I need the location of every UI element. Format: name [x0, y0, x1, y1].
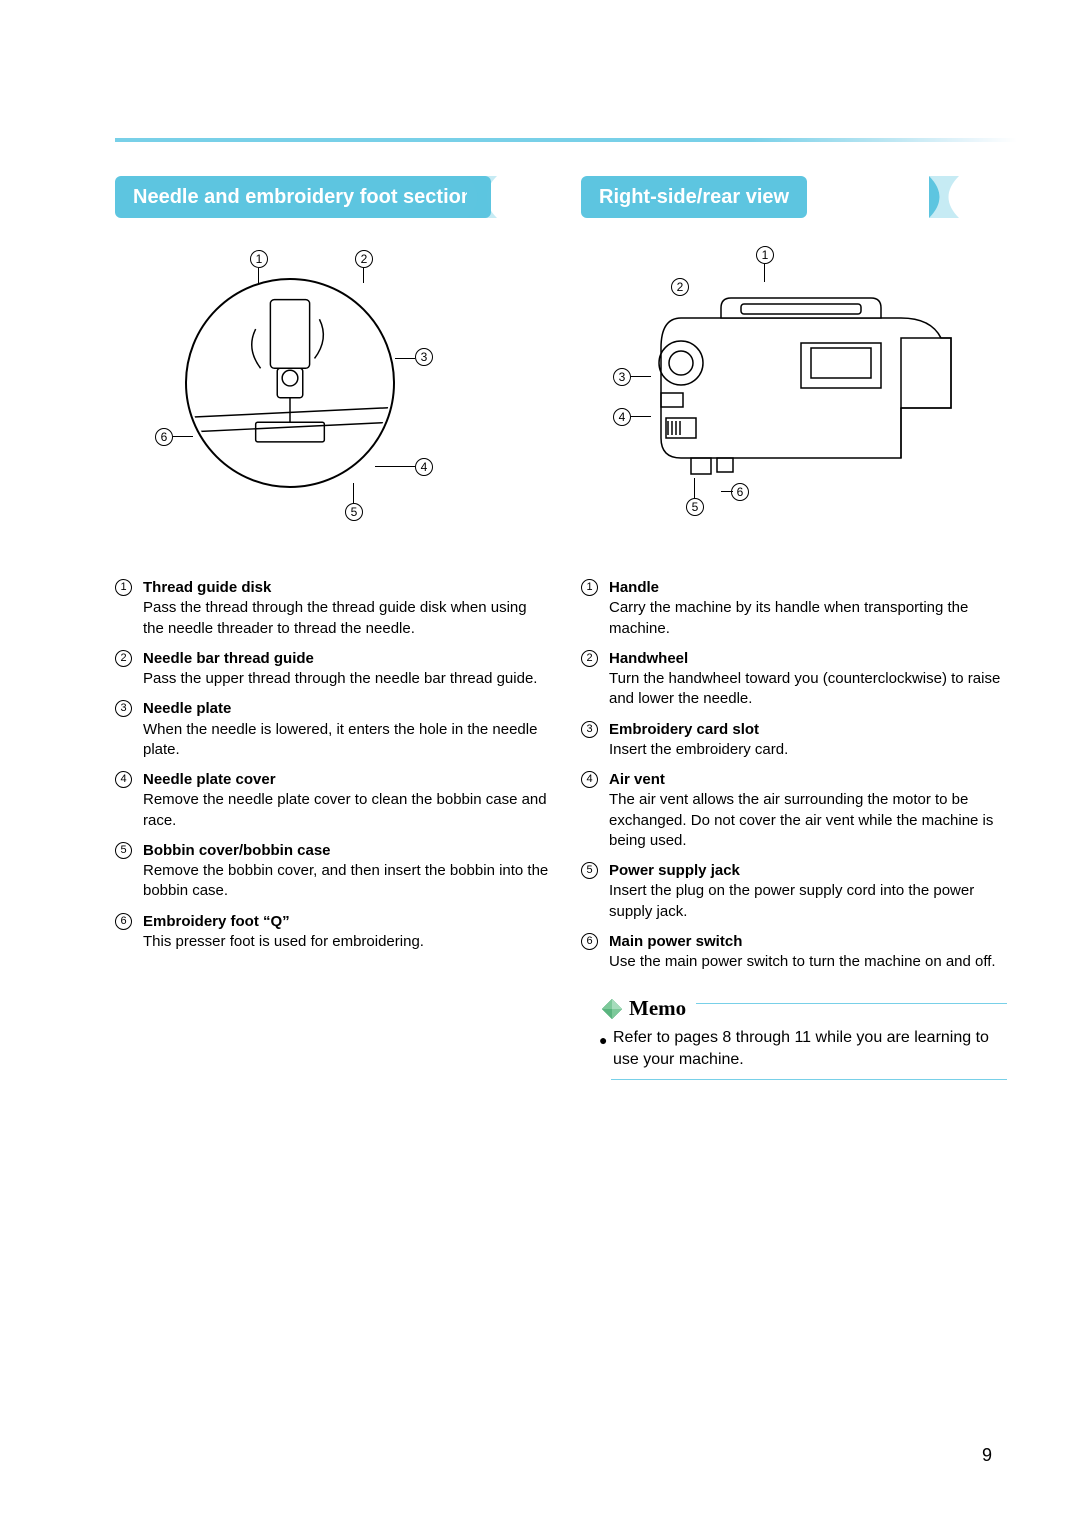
item-title: Handwheel: [609, 650, 688, 667]
callout-marker: 4: [415, 458, 433, 476]
item-number: 2: [581, 650, 598, 667]
list-item: 4 Needle plate cover Remove the needle p…: [115, 770, 551, 831]
item-desc: This presser foot is used for embroideri…: [143, 932, 551, 952]
right-list: 1 Handle Carry the machine by its handle…: [581, 578, 1017, 972]
item-number: 1: [115, 579, 132, 596]
item-title: Handle: [609, 579, 659, 596]
item-title: Needle bar thread guide: [143, 650, 314, 667]
item-desc: Remove the needle plate cover to clean t…: [143, 790, 551, 831]
machine-diagram: [641, 278, 961, 498]
memo-box: Memo ● Refer to pages 8 through 11 while…: [581, 992, 1017, 1080]
left-column: Needle and embroidery foot section 1 2 3…: [115, 176, 551, 1468]
list-item: 1 Handle Carry the machine by its handle…: [581, 578, 1017, 639]
callout-marker: 5: [345, 503, 363, 521]
item-title: Bobbin cover/bobbin case: [143, 842, 331, 859]
memo-body: Refer to pages 8 through 11 while you ar…: [613, 1029, 989, 1068]
item-desc: Pass the upper thread through the needle…: [143, 669, 551, 689]
item-title: Power supply jack: [609, 862, 740, 879]
page-number: 9: [982, 1445, 992, 1466]
item-number: 4: [115, 771, 132, 788]
item-desc: Pass the thread through the thread guide…: [143, 598, 551, 639]
item-number: 2: [115, 650, 132, 667]
figure-rear-view: 1 2 3 4 5 6: [581, 248, 1017, 548]
callout-marker: 5: [686, 498, 704, 516]
list-item: 5 Bobbin cover/bobbin case Remove the bo…: [115, 841, 551, 902]
item-title: Air vent: [609, 771, 665, 788]
item-title: Main power switch: [609, 933, 742, 950]
list-item: 2 Handwheel Turn the handwheel toward yo…: [581, 649, 1017, 710]
list-item: 3 Embroidery card slot Insert the embroi…: [581, 720, 1017, 761]
list-item: 6 Embroidery foot “Q” This presser foot …: [115, 912, 551, 953]
memo-border-top: [696, 1003, 1007, 1004]
list-item: 5 Power supply jack Insert the plug on t…: [581, 861, 1017, 922]
item-desc: Remove the bobbin cover, and then insert…: [143, 861, 551, 902]
list-item: 2 Needle bar thread guide Pass the upper…: [115, 649, 551, 690]
item-number: 3: [581, 721, 598, 738]
header-pill-right: Right-side/rear view: [581, 176, 807, 218]
item-title: Embroidery card slot: [609, 721, 759, 738]
item-title: Thread guide disk: [143, 579, 271, 596]
item-title: Needle plate cover: [143, 771, 276, 788]
right-column: Right-side/rear view 1 2 3 4 5 6: [581, 176, 1017, 1468]
list-item: 1 Thread guide disk Pass the thread thro…: [115, 578, 551, 639]
item-number: 4: [581, 771, 598, 788]
section-header-right: Right-side/rear view: [581, 176, 1017, 218]
callout-marker: 2: [355, 250, 373, 268]
memo-border-bottom: [611, 1079, 1007, 1080]
callout-marker: 6: [155, 428, 173, 446]
top-bar: [0, 0, 1080, 142]
item-desc: When the needle is lowered, it enters th…: [143, 720, 551, 761]
memo-diamond-icon: [601, 998, 623, 1020]
callout-marker: 1: [250, 250, 268, 268]
memo-header: Memo: [581, 996, 1017, 1021]
left-list: 1 Thread guide disk Pass the thread thro…: [115, 578, 551, 952]
figure-needle-section: 1 2 3 4 5 6: [115, 248, 551, 548]
callout-marker: 3: [415, 348, 433, 366]
callout-marker: 1: [756, 246, 774, 264]
circle-diagram: [185, 278, 395, 488]
item-desc: Carry the machine by its handle when tra…: [609, 598, 1017, 639]
item-title: Needle plate: [143, 700, 231, 717]
list-item: 6 Main power switch Use the main power s…: [581, 932, 1017, 973]
callout-marker: 4: [613, 408, 631, 426]
item-number: 5: [581, 862, 598, 879]
item-desc: Use the main power switch to turn the ma…: [609, 952, 1017, 972]
item-desc: The air vent allows the air surrounding …: [609, 790, 1017, 851]
header-tail-icon: [929, 176, 971, 218]
item-number: 1: [581, 579, 598, 596]
item-number: 3: [115, 700, 132, 717]
item-number: 6: [581, 933, 598, 950]
callout-marker: 3: [613, 368, 631, 386]
item-desc: Turn the handwheel toward you (countercl…: [609, 669, 1017, 710]
item-number: 5: [115, 842, 132, 859]
header-pill-left: Needle and embroidery foot section: [115, 176, 491, 218]
item-number: 6: [115, 913, 132, 930]
list-item: 4 Air vent The air vent allows the air s…: [581, 770, 1017, 851]
item-desc: Insert the embroidery card.: [609, 740, 1017, 760]
page-content: Needle and embroidery foot section 1 2 3…: [115, 176, 1017, 1468]
memo-title: Memo: [629, 996, 686, 1021]
header-tail-icon: [467, 176, 509, 218]
top-bar-gradient-line: [115, 138, 1017, 142]
memo-text: ● Refer to pages 8 through 11 while you …: [581, 1027, 1017, 1070]
section-header-left: Needle and embroidery foot section: [115, 176, 551, 218]
item-title: Embroidery foot “Q”: [143, 913, 290, 930]
bullet-icon: ●: [599, 1031, 607, 1050]
list-item: 3 Needle plate When the needle is lowere…: [115, 699, 551, 760]
item-desc: Insert the plug on the power supply cord…: [609, 881, 1017, 922]
